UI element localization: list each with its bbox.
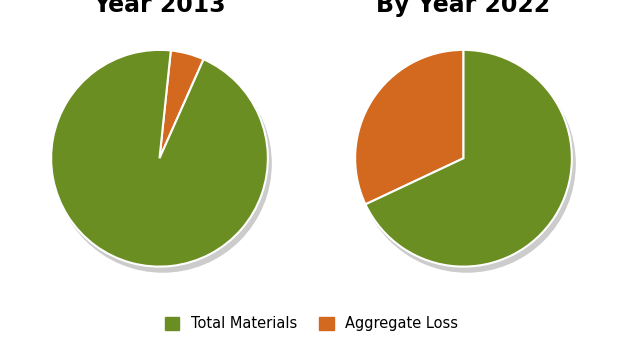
Circle shape bbox=[54, 55, 271, 272]
Title: Year 2013: Year 2013 bbox=[93, 0, 226, 17]
Legend: Total Materials, Aggregate Loss: Total Materials, Aggregate Loss bbox=[160, 312, 463, 336]
Title: By Year 2022: By Year 2022 bbox=[376, 0, 551, 17]
Wedge shape bbox=[159, 50, 204, 158]
Wedge shape bbox=[355, 50, 464, 204]
Circle shape bbox=[358, 55, 575, 272]
Wedge shape bbox=[51, 50, 268, 267]
Wedge shape bbox=[366, 50, 572, 267]
